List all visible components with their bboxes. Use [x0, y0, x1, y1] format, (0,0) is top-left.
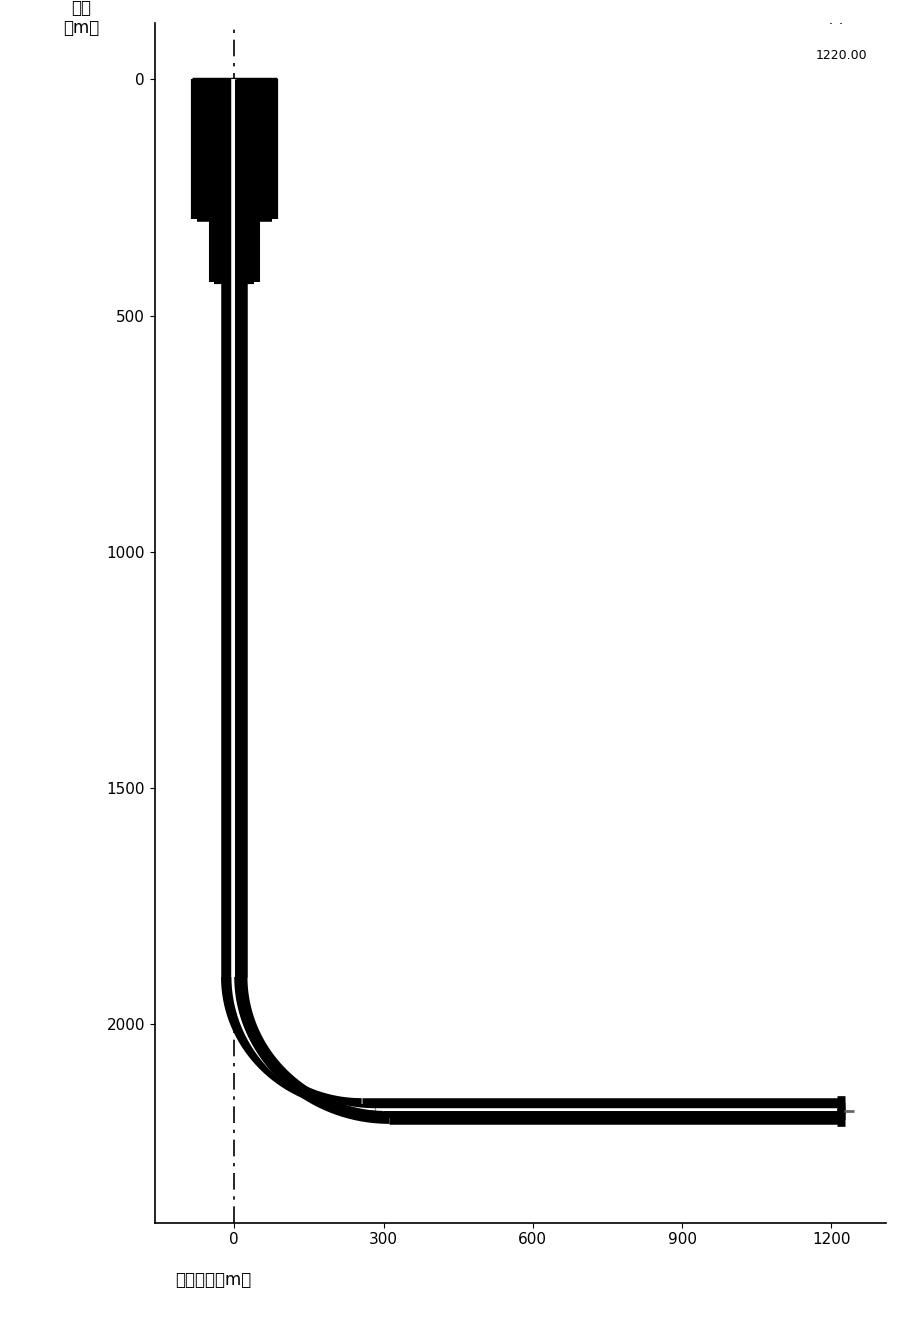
Y-axis label: 垂深
（m）: 垂深 （m）: [63, 0, 100, 38]
X-axis label: 投影位移（m）: 投影位移（m）: [175, 1270, 251, 1288]
Text: 1220.00: 1220.00: [815, 48, 867, 62]
